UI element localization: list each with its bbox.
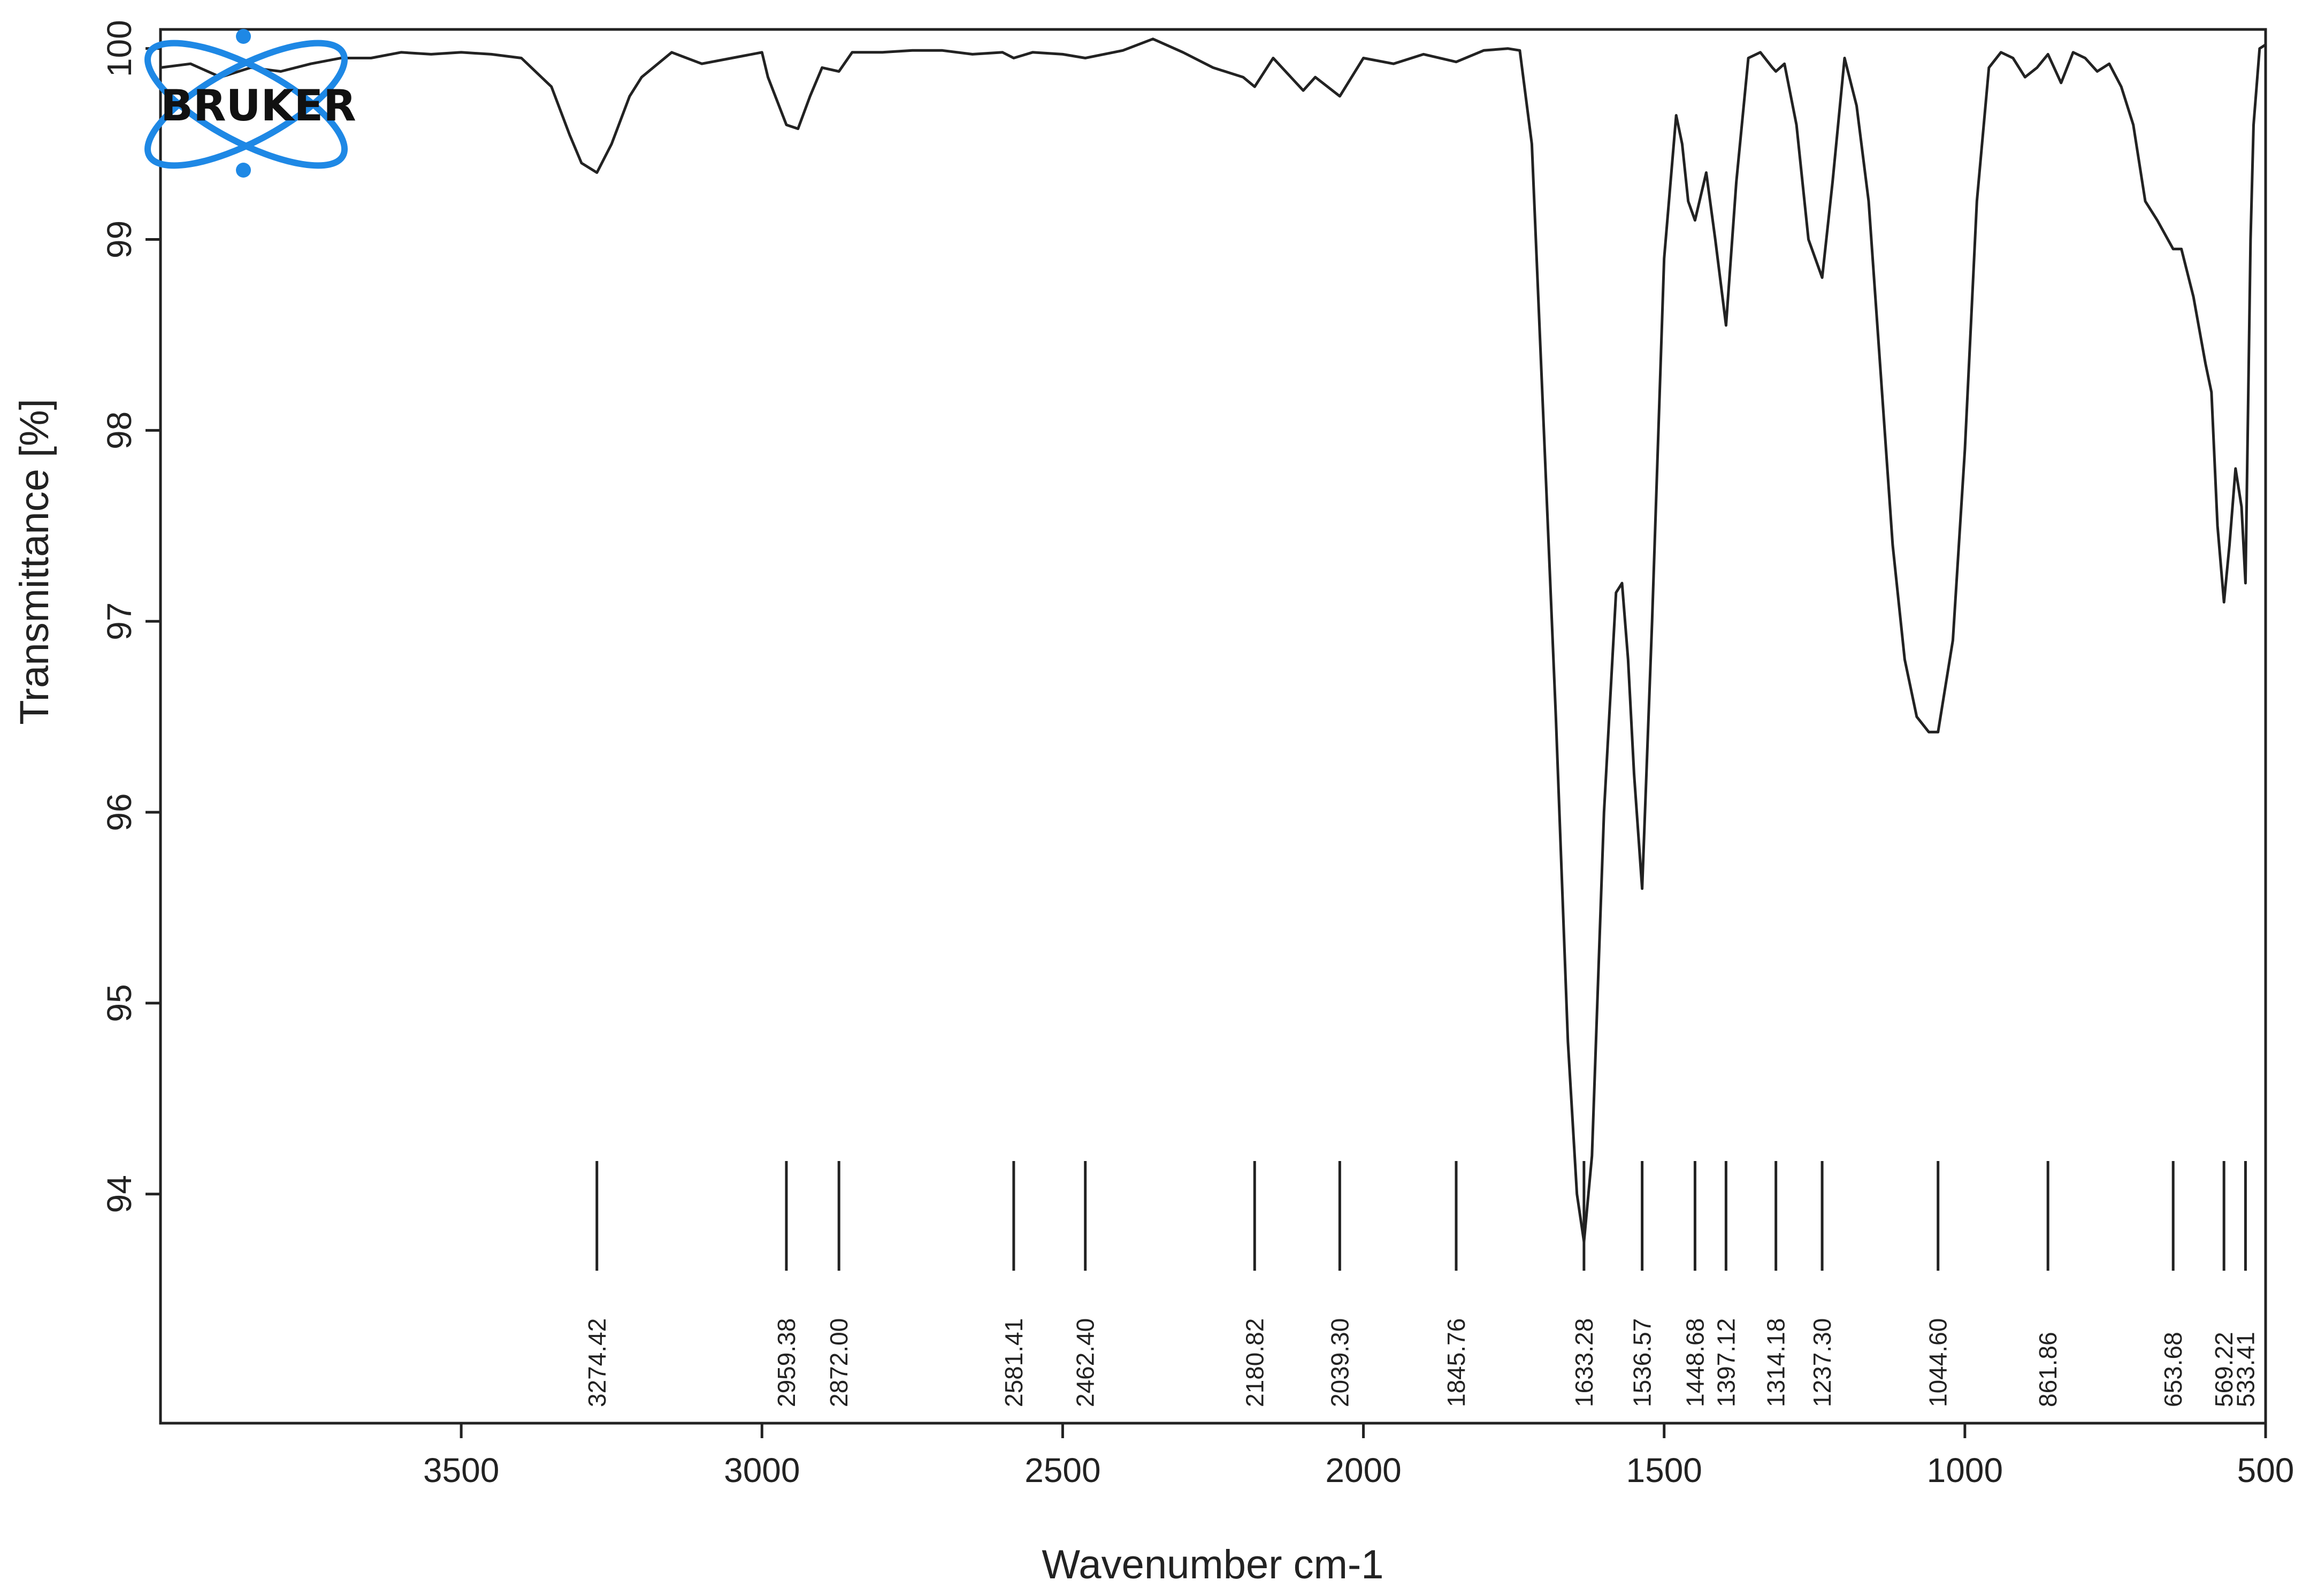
peak-label: 1397.12 bbox=[1712, 1318, 1740, 1407]
x-tick-label: 2000 bbox=[1325, 1451, 1401, 1490]
x-tick-label: 1500 bbox=[1626, 1451, 1702, 1490]
peak-label: 2581.41 bbox=[1000, 1318, 1028, 1407]
x-tick-label: 1000 bbox=[1927, 1451, 2003, 1490]
y-axis-title: Transmittance [%] bbox=[12, 399, 57, 725]
y-axis: 94 95 96 97 98 99 100 bbox=[100, 20, 160, 1213]
plot-frame bbox=[159, 28, 2267, 1425]
x-tick-label: 3500 bbox=[423, 1451, 499, 1490]
y-tick-label: 95 bbox=[100, 984, 139, 1022]
logo-orbit-1 bbox=[144, 40, 348, 169]
transmittance-line bbox=[160, 37, 2267, 1243]
peak-label: 1448.68 bbox=[1681, 1318, 1709, 1407]
peak-label: 1536.57 bbox=[1628, 1318, 1656, 1407]
peak-label: 2959.38 bbox=[772, 1318, 800, 1407]
x-axis-title: Wavenumber cm-1 bbox=[1042, 1542, 1383, 1587]
peak-label: 2462.40 bbox=[1072, 1318, 1099, 1407]
y-tick-label: 94 bbox=[100, 1175, 139, 1213]
peak-label: 1633.28 bbox=[1570, 1318, 1598, 1407]
peak-label: 3274.42 bbox=[583, 1318, 611, 1407]
peak-label: 653.68 bbox=[2159, 1332, 2187, 1407]
peak-label: 1044.60 bbox=[1924, 1318, 1952, 1407]
logo-dot-bottom bbox=[236, 163, 251, 178]
bruker-logo-text: BRUKER bbox=[160, 81, 356, 131]
x-tick-label: 3000 bbox=[724, 1451, 800, 1490]
x-tick-label: 2500 bbox=[1024, 1451, 1100, 1490]
peak-label: 533.41 bbox=[2231, 1332, 2259, 1407]
peak-label: 569.22 bbox=[2210, 1332, 2238, 1407]
y-tick-label: 99 bbox=[100, 220, 139, 258]
y-tick-label: 96 bbox=[100, 793, 139, 831]
peak-label: 2039.30 bbox=[1326, 1318, 1353, 1407]
x-tick-label: 500 bbox=[2237, 1451, 2294, 1490]
peak-label: 2180.82 bbox=[1241, 1318, 1268, 1407]
bruker-logo: BRUKER bbox=[144, 29, 356, 178]
peak-label: 1314.18 bbox=[1762, 1318, 1790, 1407]
y-tick-label: 98 bbox=[100, 411, 139, 449]
y-tick-label: 97 bbox=[100, 602, 139, 640]
x-axis: 3500 3000 2500 2000 1500 1000 500 bbox=[423, 1423, 2294, 1490]
y-tick-label: 100 bbox=[100, 20, 139, 77]
peak-markers: 3274.42 2959.38 2872.00 2581.41 2462.40 2180.… bbox=[583, 1161, 2259, 1407]
peak-label: 1845.76 bbox=[1442, 1318, 1470, 1407]
logo-orbit-2 bbox=[144, 40, 348, 169]
bruker-logo-orbits bbox=[144, 29, 348, 178]
peak-label: 2872.00 bbox=[825, 1318, 853, 1407]
logo-dot-top bbox=[236, 29, 251, 44]
peak-label: 1237.30 bbox=[1808, 1318, 1836, 1407]
peak-label: 861.86 bbox=[2034, 1332, 2062, 1407]
